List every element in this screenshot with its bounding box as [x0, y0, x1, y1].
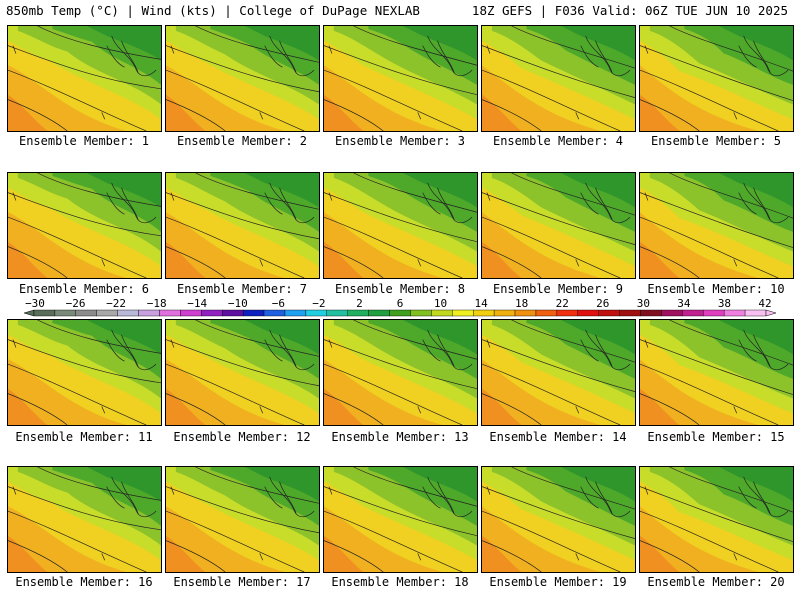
colorbar-tick-label: 38 — [717, 297, 732, 310]
colorbar-swatch — [284, 309, 307, 317]
ensemble-map-panel — [165, 25, 320, 132]
temperature-colorbar — [23, 309, 777, 317]
ensemble-member-label: Ensemble Member: 8 — [334, 282, 466, 296]
ensemble-map-panel — [639, 25, 794, 132]
ensemble-map-panel — [7, 319, 162, 426]
ensemble-map-panel — [481, 172, 636, 279]
ensemble-map-panel — [639, 319, 794, 426]
colorbar-tick-label: 6 — [396, 297, 404, 310]
colorbar-swatch — [222, 309, 244, 317]
colorbar-swatch — [54, 309, 77, 317]
valid-time-label: 18Z GEFS | F036 Valid: 06Z TUE JUN 10 20… — [471, 3, 788, 18]
colorbar-tick-label: 30 — [636, 297, 650, 310]
colorbar-swatch — [33, 309, 56, 317]
colorbar-swatch — [514, 309, 537, 317]
colorbar-swatch — [138, 309, 160, 317]
colorbar-swatch — [619, 309, 641, 317]
ensemble-map-panel — [481, 319, 636, 426]
ensemble-member-label: Ensemble Member: 18 — [331, 575, 469, 589]
colorbar-tick-label: 22 — [555, 297, 569, 310]
colorbar-swatch — [598, 309, 620, 317]
ensemble-map-panel — [481, 466, 636, 573]
colorbar-tick-label: −6 — [271, 297, 285, 310]
ensemble-member-label: Ensemble Member: 10 — [647, 282, 785, 296]
colorbar-tick-label: −18 — [146, 297, 167, 310]
colorbar-swatch — [347, 309, 369, 317]
colorbar-tick-label: −2 — [312, 297, 326, 310]
ensemble-member-label: Ensemble Member: 7 — [176, 282, 308, 296]
ensemble-map-panel — [323, 466, 478, 573]
ensemble-member-label: Ensemble Member: 15 — [647, 430, 785, 444]
ensemble-member-label: Ensemble Member: 12 — [173, 430, 311, 444]
ensemble-member-label: Ensemble Member: 14 — [489, 430, 627, 444]
ensemble-member-label: Ensemble Member: 2 — [176, 134, 308, 148]
colorbar-swatch — [493, 309, 516, 317]
ensemble-map-panel — [165, 172, 320, 279]
ensemble-map-panel — [7, 466, 162, 573]
ensemble-map-panel — [7, 172, 162, 279]
ensemble-member-label: Ensemble Member: 4 — [492, 134, 624, 148]
colorbar-swatch — [180, 309, 202, 317]
colorbar-swatch — [431, 309, 453, 317]
ensemble-member-label: Ensemble Member: 1 — [18, 134, 150, 148]
colorbar-swatch — [263, 309, 286, 317]
colorbar-swatch — [75, 309, 97, 317]
colorbar-tick-label: −14 — [187, 297, 208, 310]
colorbar-tick-label: 18 — [515, 297, 529, 310]
ensemble-member-label: Ensemble Member: 16 — [15, 575, 153, 589]
colorbar-swatch — [326, 309, 348, 317]
colorbar-swatch — [159, 309, 181, 317]
colorbar-swatch — [96, 309, 118, 317]
ensemble-member-label: Ensemble Member: 20 — [647, 575, 785, 589]
colorbar-swatch — [682, 309, 704, 317]
colorbar-swatch — [556, 309, 578, 317]
colorbar-swatch — [242, 309, 265, 317]
colorbar-tick-label: −26 — [65, 297, 86, 310]
colorbar-tick-label: 34 — [677, 297, 691, 310]
colorbar-swatch — [368, 309, 390, 317]
ensemble-map-panel — [323, 25, 478, 132]
colorbar-swatch — [535, 309, 558, 317]
colorbar-tick-label: 26 — [596, 297, 610, 310]
colorbar-swatch — [661, 309, 683, 317]
colorbar-tick-label: 10 — [433, 297, 448, 310]
ensemble-map-panel — [323, 172, 478, 279]
ensemble-map-panel — [481, 25, 636, 132]
colorbar-tick-label: 42 — [758, 297, 772, 310]
colorbar-left-arrow — [23, 309, 35, 317]
colorbar-right-arrow — [765, 309, 777, 317]
colorbar-tick-label: −10 — [227, 297, 248, 310]
ensemble-member-label: Ensemble Member: 11 — [15, 430, 153, 444]
colorbar-swatch — [305, 309, 327, 317]
ensemble-member-label: Ensemble Member: 13 — [331, 430, 469, 444]
colorbar-tick-label: 14 — [474, 297, 488, 310]
ensemble-member-label: Ensemble Member: 9 — [492, 282, 624, 296]
colorbar-swatch — [410, 309, 432, 317]
colorbar-swatch — [723, 309, 746, 317]
ensemble-member-label: Ensemble Member: 6 — [18, 282, 150, 296]
colorbar-swatch — [473, 309, 495, 317]
colorbar-swatch — [744, 309, 767, 317]
colorbar-swatch — [577, 309, 599, 317]
ensemble-member-label: Ensemble Member: 17 — [173, 575, 311, 589]
ensemble-map-panel — [7, 25, 162, 132]
chart-title: 850mb Temp (°C) | Wind (kts) | College o… — [6, 3, 420, 18]
colorbar-swatch — [389, 309, 411, 317]
colorbar-tick-label: −22 — [106, 297, 127, 310]
colorbar-tick-label: 2 — [356, 297, 363, 310]
colorbar-swatch — [117, 309, 139, 317]
colorbar-swatch — [703, 309, 725, 317]
ensemble-member-label: Ensemble Member: 19 — [489, 575, 627, 589]
colorbar-swatch — [452, 309, 474, 317]
colorbar-tick-label: −30 — [25, 297, 45, 310]
ensemble-map-panel — [639, 172, 794, 279]
ensemble-map-panel — [165, 466, 320, 573]
ensemble-map-panel — [165, 319, 320, 426]
ensemble-member-label: Ensemble Member: 5 — [650, 134, 782, 148]
ensemble-map-panel — [323, 319, 478, 426]
colorbar-swatch — [201, 309, 223, 317]
ensemble-member-label: Ensemble Member: 3 — [334, 134, 466, 148]
ensemble-map-panel — [639, 466, 794, 573]
colorbar-swatch — [640, 309, 662, 317]
